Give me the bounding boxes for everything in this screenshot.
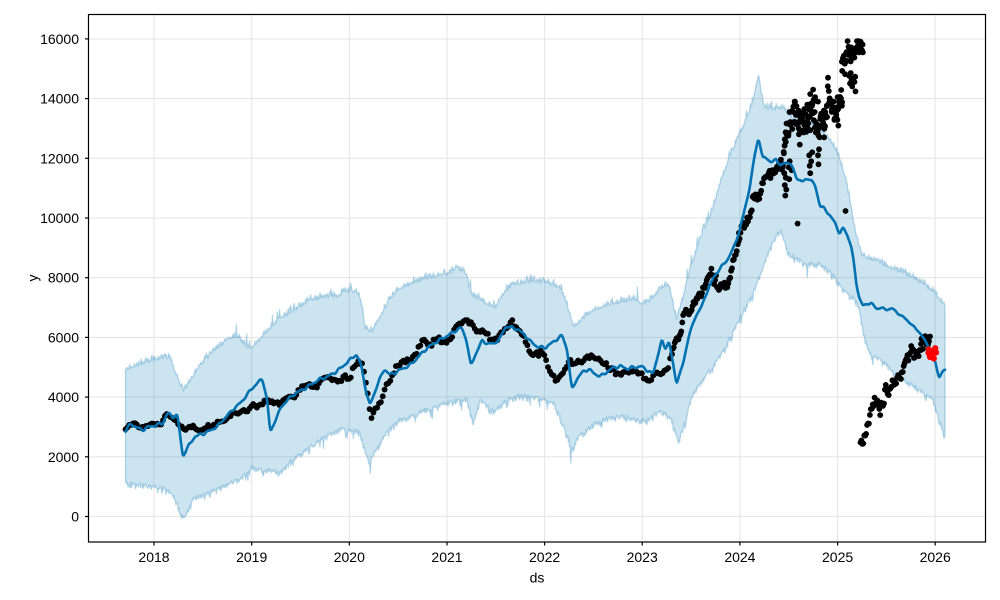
svg-text:2019: 2019 <box>236 549 267 565</box>
svg-text:2020: 2020 <box>334 549 365 565</box>
svg-text:2000: 2000 <box>48 449 79 465</box>
svg-text:2023: 2023 <box>627 549 658 565</box>
svg-text:14000: 14000 <box>40 91 79 107</box>
svg-text:2026: 2026 <box>920 549 951 565</box>
svg-text:2022: 2022 <box>529 549 560 565</box>
svg-text:12000: 12000 <box>40 150 79 166</box>
svg-text:2021: 2021 <box>431 549 462 565</box>
svg-text:4000: 4000 <box>48 389 79 405</box>
svg-text:ds: ds <box>530 570 545 586</box>
svg-text:0: 0 <box>71 509 79 525</box>
svg-text:16000: 16000 <box>40 31 79 47</box>
svg-text:2018: 2018 <box>138 549 169 565</box>
svg-text:6000: 6000 <box>48 329 79 345</box>
svg-text:2025: 2025 <box>822 549 853 565</box>
svg-text:y: y <box>25 275 41 282</box>
svg-text:2024: 2024 <box>724 549 755 565</box>
svg-text:10000: 10000 <box>40 210 79 226</box>
svg-text:8000: 8000 <box>48 270 79 286</box>
